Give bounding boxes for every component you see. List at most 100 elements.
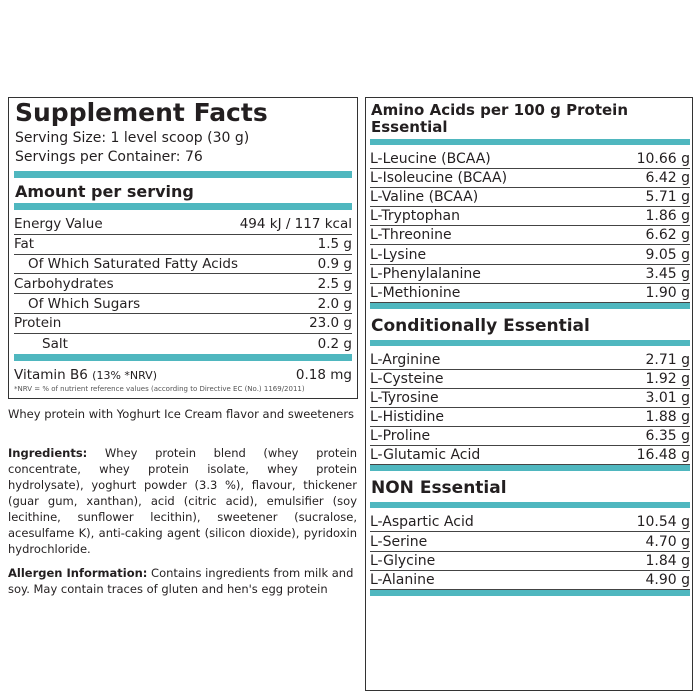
amino-label: L-Alanine [370,571,435,588]
nutrient-value: 23.0 g [309,315,352,332]
amino-value: 3.01 g [645,390,690,407]
divider [370,502,690,509]
amino-label: L-Tyrosine [370,390,439,407]
amino-label: L-Proline [370,428,431,445]
amino-row: L-Tryptophan 1.86 g [370,207,690,227]
amino-value: 10.66 g [636,151,690,168]
nutrient-row: Salt 0.2 g [14,334,352,354]
amino-row: L-Threonine 6.62 g [370,226,690,246]
nutrient-value: 2.5 g [317,275,352,292]
amino-value: 9.05 g [645,246,690,263]
amino-value: 5.71 g [645,189,690,206]
amino-value: 1.92 g [645,370,690,387]
amino-value: 1.86 g [645,208,690,225]
servings-per-container: Servings per Container: 76 [15,149,203,165]
amino-value: 2.71 g [645,351,690,368]
divider [370,465,690,472]
amino-row: L-Glycine 1.84 g [370,552,690,571]
amount-header: Amount per serving [15,182,194,201]
amino-value: 6.42 g [645,170,690,187]
amino-label: L-Histidine [370,409,444,426]
amino-box [365,97,693,691]
nutrient-row: Energy Value 494 kJ / 117 kcal [14,215,352,235]
footnote: *NRV = % of nutrient reference values (a… [14,385,305,393]
vitamin-row: Vitamin B6 (13% *NRV) 0.18 mg [14,366,352,384]
amino-value: 4.90 g [645,571,690,588]
amino-row: L-Leucine (BCAA) 10.66 g [370,150,690,170]
nutrient-table: Energy Value 494 kJ / 117 kcal Fat 1.5 g Of … [14,215,352,354]
amino-value: 16.48 g [636,447,690,464]
divider [14,203,352,210]
amino-label: L-Threonine [370,227,452,244]
allergen-label: Allergen Information: [8,566,148,580]
nutrient-row: Of Which Sugars 2.0 g [14,294,352,314]
divider [370,302,690,309]
amino-value: 10.54 g [636,514,690,531]
serving-size: Serving Size: 1 level scoop (30 g) [15,130,250,146]
nutrient-label: Carbohydrates [14,275,114,292]
nutrient-value: 1.5 g [317,236,352,253]
amino-row: L-Serine 4.70 g [370,533,690,552]
amino-row: L-Aspartic Acid 10.54 g [370,513,690,533]
amino-value: 1.90 g [645,284,690,301]
group-name: Essential [371,118,448,136]
nutrient-label: Of Which Sugars [28,295,141,312]
amino-row: L-Tyrosine 3.01 g [370,389,690,409]
amino-value: 6.35 g [645,428,690,445]
amino-row: L-Lysine 9.05 g [370,246,690,265]
amino-label: L-Glycine [370,552,436,569]
vitamin-label: Vitamin B6 (13% *NRV) [14,367,157,383]
nutrient-row: Protein 23.0 g [14,314,352,334]
amino-row: L-Cysteine 1.92 g [370,370,690,389]
nutrient-label: Salt [42,335,68,352]
group-name: Conditionally Essential [371,315,590,336]
ingredients-label: Ingredients: [8,446,88,460]
label: Vitamin B6 [14,367,88,383]
nutrient-value: 0.9 g [317,255,352,272]
ingredients-text: Whey protein blend (whey protein concent… [8,446,357,556]
amino-row: L-Phenylalanine 3.45 g [370,265,690,284]
amino-value: 1.84 g [645,552,690,569]
divider [370,339,690,346]
amino-row: L-Methionine 1.90 g [370,284,690,303]
description: Whey protein with Yoghurt Ice Cream flav… [8,407,355,421]
allergen-text: Contains ingredients from milk and soy. … [8,566,354,596]
amino-row: L-Isoleucine (BCAA) 6.42 g [370,169,690,189]
nutrient-row: Fat 1.5 g [14,235,352,255]
amino-row: L-Arginine 2.71 g [370,351,690,370]
nutrient-label: Fat [14,236,35,253]
amino-label: L-Serine [370,533,428,550]
amino-label: L-Methionine [370,284,461,301]
nrv: (13% *NRV) [92,369,157,382]
amino-label: L-Aspartic Acid [370,514,474,531]
nutrient-value: 0.2 g [317,335,352,352]
amino-label: L-Leucine (BCAA) [370,151,491,168]
title: Supplement Facts [15,98,268,127]
supplement-box [8,97,358,399]
group-name: NON Essential [371,478,507,499]
nutrient-row: Of Which Saturated Fatty Acids 0.9 g [14,255,352,275]
nutrient-row: Carbohydrates 2.5 g [14,274,352,295]
amino-value: 3.45 g [645,265,690,282]
nutrient-label: Energy Value [14,216,103,233]
nutrient-label: Protein [14,315,62,332]
amino-row: L-Proline 6.35 g [370,427,690,447]
nutrient-label: Of Which Saturated Fatty Acids [28,255,239,272]
amino-label: L-Glutamic Acid [370,447,481,464]
amino-label: L-Valine (BCAA) [370,189,479,206]
amino-row: L-Valine (BCAA) 5.71 g [370,188,690,208]
amino-label: L-Cysteine [370,370,444,387]
nutrient-value: 494 kJ / 117 kcal [239,216,352,233]
amino-value: 1.88 g [645,409,690,426]
amino-label: L-Isoleucine (BCAA) [370,170,508,187]
amino-label: L-Arginine [370,351,441,368]
amino-label: L-Tryptophan [370,208,461,225]
amino-label: L-Lysine [370,246,427,263]
divider [14,171,352,178]
amino-value: 6.62 g [645,227,690,244]
divider [370,139,690,145]
allergen: Allergen Information: Contains ingredien… [8,565,357,597]
amino-label: L-Phenylalanine [370,265,481,282]
divider [14,354,352,361]
